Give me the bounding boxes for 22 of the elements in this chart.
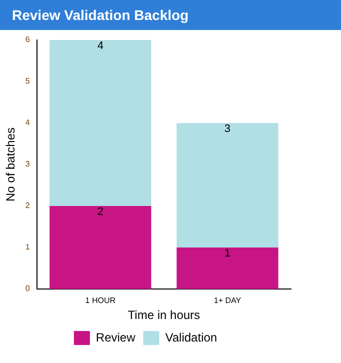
data-label: 3 xyxy=(224,123,231,136)
y-tick-label: 1 xyxy=(25,242,30,252)
legend-label: Validation xyxy=(165,330,218,344)
data-label: 1 xyxy=(224,248,231,260)
bar xyxy=(176,248,278,289)
y-tick-label: 0 xyxy=(25,284,30,294)
bar xyxy=(50,40,152,206)
y-tick-label: 5 xyxy=(25,76,30,86)
data-label: 4 xyxy=(97,40,104,52)
y-axis-title: No of batches xyxy=(4,127,18,202)
x-tick-label: 1 HOUR xyxy=(85,296,116,306)
y-tick-label: 6 xyxy=(25,35,30,44)
data-label: 2 xyxy=(97,206,104,218)
y-tick-label: 3 xyxy=(25,160,30,169)
y-tick-label: 2 xyxy=(25,201,30,210)
y-tick-label: 4 xyxy=(25,118,30,128)
legend-label: Review xyxy=(96,330,136,344)
x-tick-label: 1+ DAY xyxy=(214,296,242,306)
x-axis-title: Time in hours xyxy=(128,308,200,322)
chart-title: Review Validation Backlog xyxy=(0,0,341,30)
bar xyxy=(176,123,278,248)
bar xyxy=(50,206,152,289)
